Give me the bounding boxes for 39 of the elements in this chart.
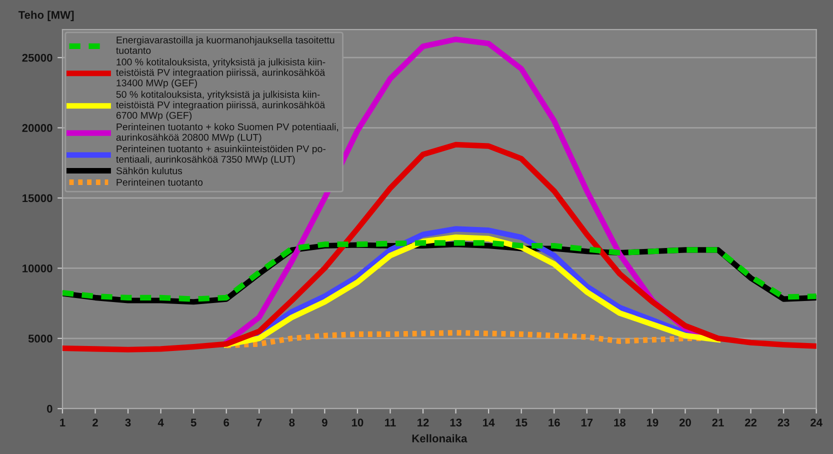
x-tick-label: 11 [385, 418, 396, 426]
x-axis-title: Kellonaika [412, 434, 468, 442]
legend-label: Energiavarastoilla ja kuormanohjauksella tasoitettu tuotanto [116, 36, 334, 54]
y-axis-title: Teho [MW] [18, 10, 74, 22]
x-tick-label: 1 [60, 418, 66, 426]
y-tick-label: 0 [47, 404, 52, 413]
x-tick-label: 20 [679, 418, 691, 426]
x-tick-label: 3 [125, 418, 131, 426]
legend-label: Sähkön kulutus [116, 167, 182, 174]
x-tick-label: 6 [224, 418, 230, 426]
x-tick-label: 16 [548, 418, 560, 426]
x-tick-label: 12 [418, 418, 429, 426]
x-tick-label: 22 [744, 418, 757, 426]
x-tick-label: 7 [256, 418, 262, 426]
x-tick-label: 13 [450, 418, 462, 426]
y-tick-label: 5000 [28, 334, 52, 343]
x-tick-label: 4 [158, 418, 164, 426]
legend-label: Perinteinen tuotanto + asuinkiinteistöiden PV po- tentiaali, aurinkosähköä 7350 MWp (LUT) [116, 145, 326, 165]
y-tick-label: 15000 [22, 194, 52, 202]
x-tick-label: 17 [581, 418, 593, 426]
x-tick-label: 23 [778, 418, 790, 426]
x-tick-label: 18 [614, 418, 626, 426]
x-tick-label: 5 [190, 418, 196, 426]
x-tick-label: 2 [92, 418, 98, 426]
y-tick-label: 10000 [22, 264, 52, 272]
legend-label: 50 % kotitalouksista, yrityksistä ja julkisista kiin- teistöistä PV integraation piirissä, aurinkosähköä 6700 MWp (GEF) [116, 90, 326, 121]
legend-label: Perinteinen tuotanto [116, 178, 203, 186]
y-tick-label: 20000 [22, 124, 52, 132]
x-tick-label: 15 [516, 418, 528, 426]
x-tick-label: 24 [810, 418, 822, 426]
legend-label: 100 % kotitalouksista, yrityksistä ja julkisista kiin- teistöistä PV integraation piirissä, aurinkosähköä 13400 MWp (GEF) [116, 58, 326, 88]
x-tick-label: 19 [646, 418, 658, 426]
x-tick-label: 8 [289, 418, 295, 426]
y-tick-label: 25000 [22, 54, 52, 62]
x-tick-label: 14 [483, 418, 495, 426]
legend-label: Perinteinen tuotanto + koko Suomen PV potentiaali, aurinkosähköä 20800 MWp (LUT) [116, 123, 338, 143]
x-tick-label: 10 [352, 418, 364, 426]
x-tick-label: 9 [322, 418, 328, 426]
x-tick-label: 21 [712, 418, 724, 426]
